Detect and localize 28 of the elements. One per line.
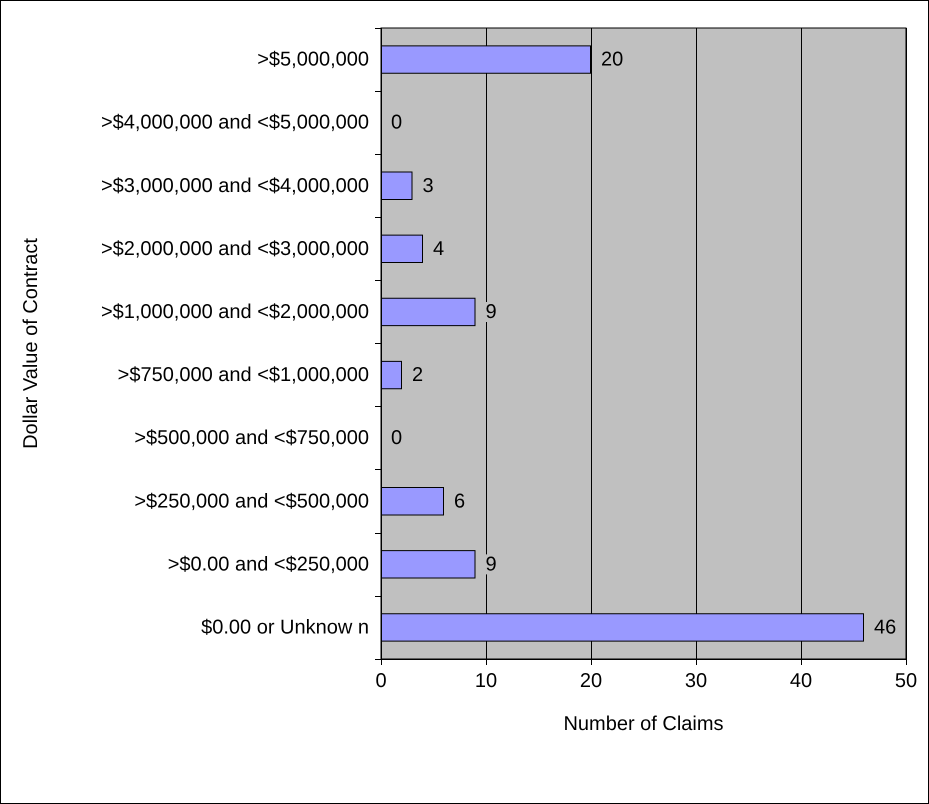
x-tick-label: 20 <box>580 670 602 692</box>
x-axis-title: Number of Claims <box>563 713 724 735</box>
data-label: 2 <box>412 364 424 386</box>
x-tick-label: 0 <box>375 670 387 692</box>
data-label: 9 <box>486 553 497 576</box>
x-tick-label: 30 <box>684 670 708 692</box>
y-tick-label: $0.00 or Unknow n <box>201 616 369 638</box>
y-tick-label: >$4,000,000 and <$5,000,000 <box>100 112 369 134</box>
data-label: 20 <box>601 48 624 71</box>
y-tick-label: >$500,000 and <$750,000 <box>134 427 369 450</box>
data-label: 9 <box>486 300 497 323</box>
data-label: 46 <box>874 616 896 638</box>
y-axis-title: Dollar Value of Contract <box>20 238 42 449</box>
data-label: 0 <box>391 427 402 450</box>
y-tick-label: >$1,000,000 and <$2,000,000 <box>100 300 369 323</box>
x-tick-label: 50 <box>894 670 918 692</box>
x-tick-label: 40 <box>790 670 812 692</box>
data-label: 6 <box>454 490 466 512</box>
y-tick-label: >$0.00 and <$250,000 <box>168 553 369 576</box>
y-tick-label: >$3,000,000 and <$4,000,000 <box>100 174 369 197</box>
y-tick-label: >$250,000 and <$500,000 <box>134 490 369 512</box>
y-tick-label: >$750,000 and <$1,000,000 <box>118 364 369 386</box>
x-tick-label: 10 <box>474 670 498 692</box>
data-label: 0 <box>391 112 402 134</box>
data-label: 4 <box>433 238 444 260</box>
y-tick-label: >$5,000,000 <box>257 48 369 71</box>
y-tick-label: >$2,000,000 and <$3,000,000 <box>100 238 369 260</box>
data-label: 3 <box>422 174 434 197</box>
